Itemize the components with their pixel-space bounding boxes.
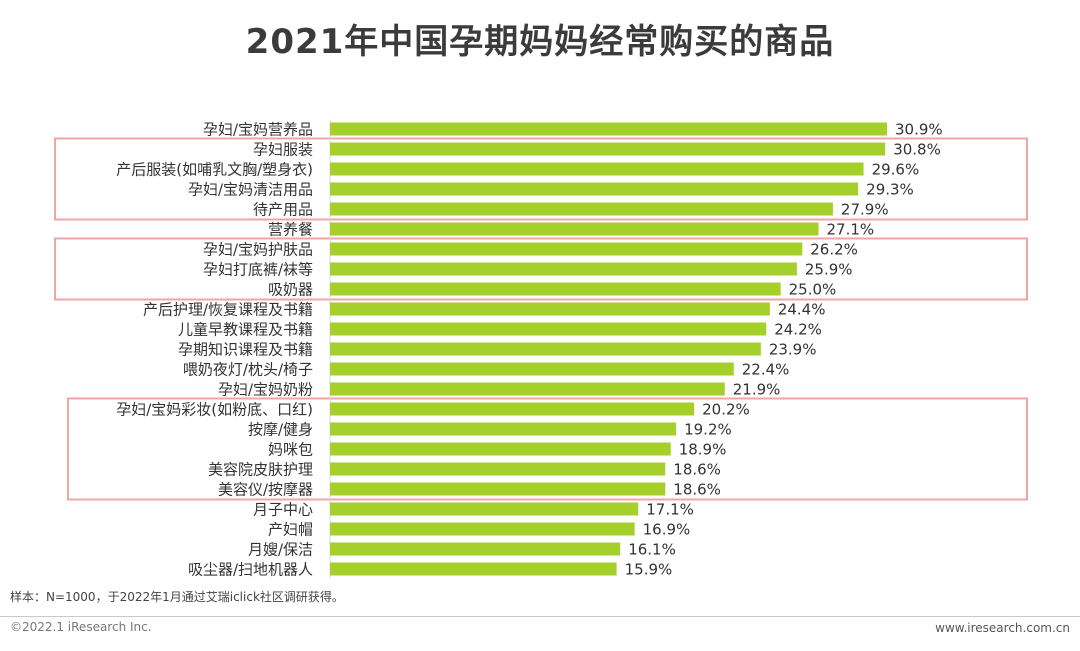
category-label: 孕妇/宝妈清洁用品 [188,181,313,199]
bar [330,362,734,376]
category-label: 按摩/健身 [248,421,313,439]
value-label: 15.9% [625,561,673,579]
category-label: 吸尘器/扫地机器人 [188,561,313,579]
value-label: 18.6% [673,461,721,479]
value-label: 30.8% [893,141,941,159]
category-label: 孕妇/宝妈营养品 [203,121,313,139]
bar-chart: 孕妇/宝妈营养品 30.9% 孕妇服装 30.8% 产后服装(如哺乳文胸/塑身衣) 29.… [54,119,1028,579]
highlight-box [54,237,1028,301]
category-label: 美容院皮肤护理 [208,461,313,479]
bar [330,462,666,476]
category-label: 孕妇服装 [253,141,313,159]
category-label: 吸奶器 [268,281,313,299]
value-label: 18.6% [673,481,721,499]
category-label: 孕妇打底裤/袜等 [203,261,313,279]
category-label: 儿童早教课程及书籍 [178,321,313,339]
bar [330,282,781,296]
bar [330,382,725,396]
value-label: 18.9% [679,441,727,459]
value-label: 27.9% [841,201,889,219]
bar [330,262,797,276]
bar [330,302,770,316]
value-label: 19.2% [684,421,732,439]
chart-title: 2021年中国孕期妈妈经常购买的商品 [245,22,835,62]
category-label: 孕妇/宝妈护肤品 [203,241,313,259]
category-label: 产后服装(如哺乳文胸/塑身衣) [116,161,313,179]
category-label: 美容仪/按摩器 [218,481,313,499]
footer-divider [0,616,1080,617]
category-label: 产妇帽 [268,521,313,539]
bar [330,342,761,356]
value-label: 25.0% [789,281,837,299]
bar [330,562,617,576]
bar [330,162,864,176]
bar [330,322,767,336]
bar [330,522,635,536]
sample-note: 样本：N=1000，于2022年1月通过艾瑞iclick社区调研获得。 [10,590,344,604]
highlight-box [67,397,1028,501]
value-label: 27.1% [827,221,875,239]
bar [330,402,695,416]
bar [330,502,639,516]
website-link[interactable]: www.iresearch.com.cn [935,621,1070,635]
category-label: 待产用品 [253,201,313,219]
category-label: 营养餐 [268,221,313,239]
bar [330,202,833,216]
value-label: 17.1% [646,501,694,519]
category-label: 孕妇/宝妈彩妆(如粉底、口红) [116,401,313,419]
value-label: 29.6% [872,161,920,179]
category-label: 月嫂/保洁 [248,541,313,559]
bar [330,122,887,136]
bar [330,442,671,456]
bar [330,182,859,196]
category-label: 喂奶夜灯/枕头/椅子 [183,361,313,379]
bar [330,482,666,496]
value-label: 16.1% [628,541,676,559]
value-label: 16.9% [643,521,691,539]
bar [330,242,803,256]
value-label: 30.9% [895,121,943,139]
category-label: 产后护理/恢复课程及书籍 [143,301,313,319]
bar [330,542,621,556]
value-label: 25.9% [805,261,853,279]
value-label: 29.3% [866,181,914,199]
value-label: 24.4% [778,301,826,319]
bar [330,222,819,236]
bar [330,422,677,436]
value-label: 26.2% [810,241,858,259]
category-label: 月子中心 [253,501,313,519]
copyright-text: ©2022.1 iResearch Inc. [10,620,152,634]
bar [330,142,886,156]
highlight-box [54,137,1028,221]
value-label: 23.9% [769,341,817,359]
value-label: 22.4% [742,361,790,379]
value-label: 21.9% [733,381,781,399]
value-label: 24.2% [774,321,822,339]
category-label: 孕期知识课程及书籍 [178,341,313,359]
category-label: 孕妇/宝妈奶粉 [218,381,313,399]
category-label: 妈咪包 [268,441,313,459]
value-label: 20.2% [702,401,750,419]
